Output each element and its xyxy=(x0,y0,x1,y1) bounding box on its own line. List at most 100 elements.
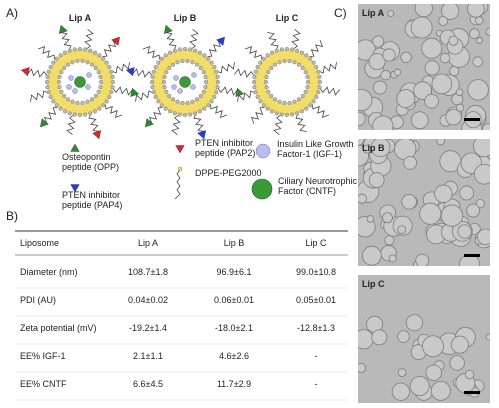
lipid-head xyxy=(171,97,176,102)
lipid-head xyxy=(185,100,190,105)
lipid-head xyxy=(156,99,161,104)
lipid-head xyxy=(72,112,77,117)
peg-chain xyxy=(142,45,160,60)
lipid-head xyxy=(93,93,98,98)
lipid-head xyxy=(269,66,274,71)
cntf xyxy=(74,76,86,88)
lipid-head xyxy=(46,90,51,95)
vesicle xyxy=(434,184,453,203)
peg-chain xyxy=(250,107,265,125)
lipid-head xyxy=(85,99,90,104)
lipid-head xyxy=(255,65,260,70)
table-cell: - xyxy=(315,379,318,389)
lipid-head xyxy=(317,74,322,79)
vesicle xyxy=(370,139,391,158)
vesicle xyxy=(397,368,407,377)
igf xyxy=(177,88,183,94)
vesicle xyxy=(409,376,430,396)
lipid-head xyxy=(80,100,85,105)
table-cell: 0.04±0.02 xyxy=(128,295,168,305)
lipid-head xyxy=(277,99,282,104)
vesicle xyxy=(477,228,490,246)
lipid-head xyxy=(161,79,166,84)
vesicle xyxy=(358,111,366,127)
lipid-head xyxy=(83,112,88,117)
lipid-head xyxy=(198,93,203,98)
vesicle xyxy=(424,93,439,109)
lipid-head xyxy=(162,85,167,90)
vesicle xyxy=(448,35,459,46)
lipid-head xyxy=(265,53,270,58)
lipid-head xyxy=(252,74,257,79)
igf xyxy=(85,84,91,90)
lipid-head xyxy=(77,47,82,52)
peg-icon xyxy=(174,169,181,200)
table-header: Lip C xyxy=(305,238,327,248)
lipid-head xyxy=(197,50,202,55)
lipid-head xyxy=(168,109,173,114)
lipid-head xyxy=(212,65,217,70)
igf xyxy=(68,75,74,81)
vesicle xyxy=(387,10,395,18)
lipid-head xyxy=(202,53,207,58)
vesicle xyxy=(401,194,417,210)
legend-text: Insulin Like Growth xyxy=(277,139,354,149)
vesicle xyxy=(372,80,387,95)
peg-chain xyxy=(26,68,48,78)
lipid-head xyxy=(77,112,82,117)
lipid-head xyxy=(215,74,220,79)
vesicle xyxy=(424,60,440,76)
lipid-head xyxy=(149,79,154,84)
lipid-head xyxy=(175,60,180,65)
vesicle xyxy=(485,27,490,36)
vesicle xyxy=(450,335,469,354)
lipid-head xyxy=(296,62,301,67)
lipid-head xyxy=(97,53,102,58)
vesicle xyxy=(473,163,490,185)
lipid-head xyxy=(54,56,59,61)
lipid-head xyxy=(255,94,260,99)
lipid-head xyxy=(66,97,71,102)
lipid-head xyxy=(277,60,282,65)
lipid-head xyxy=(70,99,75,104)
peptide xyxy=(175,145,185,154)
vesicle xyxy=(439,52,451,64)
lipid-head xyxy=(110,74,115,79)
lipid-head xyxy=(150,74,155,79)
vesicle xyxy=(459,185,475,201)
vesicle xyxy=(431,73,453,95)
lipid-head xyxy=(193,111,198,116)
lipid-head xyxy=(266,89,271,94)
peg-chain xyxy=(112,86,134,96)
table-header: Liposome xyxy=(20,238,59,248)
lipid-head xyxy=(66,62,71,67)
lipid-head xyxy=(282,59,287,64)
vesicle xyxy=(396,89,416,109)
vesicle xyxy=(466,203,481,218)
peg-chain xyxy=(233,68,255,78)
vesicle xyxy=(472,56,483,67)
lipid-head xyxy=(110,79,115,84)
table-cell: 2.1±1.1 xyxy=(133,351,163,361)
peptide xyxy=(130,87,140,97)
lipid-head xyxy=(308,56,313,61)
peg-chain xyxy=(312,104,330,119)
vesicle xyxy=(403,155,418,170)
lipid-head xyxy=(311,99,316,104)
vesicle xyxy=(405,314,423,332)
lipid-head xyxy=(46,69,51,74)
lipid-head xyxy=(193,48,198,53)
lipid-head xyxy=(83,47,88,52)
vesicle xyxy=(464,369,475,380)
vesicle xyxy=(419,202,442,225)
liposome-label: Lip C xyxy=(276,13,299,23)
lipid-head xyxy=(185,59,190,64)
lipid-head xyxy=(188,47,193,52)
peptide xyxy=(20,67,30,77)
lipid-head xyxy=(167,93,172,98)
lipid-head xyxy=(67,111,72,116)
peg-chain xyxy=(207,39,222,57)
lipid-head xyxy=(266,70,271,75)
lipid-head xyxy=(63,50,68,55)
peptide xyxy=(163,24,173,34)
